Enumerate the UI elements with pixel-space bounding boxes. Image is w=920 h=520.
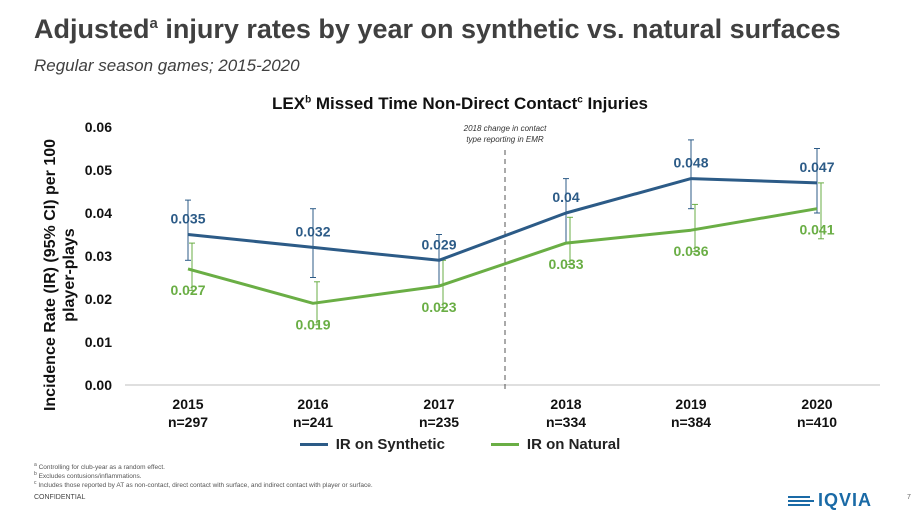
data-label: 0.023 [421,299,456,315]
page-title: Adjusteda injury rates by year on synthe… [34,14,841,44]
chart-title-sup-b: b [305,94,312,106]
footnotes: a Controlling for club-year as a random … [34,461,373,490]
chart-title-sup-c: c [577,94,583,106]
legend-label-natural: IR on Natural [526,436,621,453]
annotation-line1: 2018 change in contact [463,124,548,133]
footnote-b: b Excludes contusions/inflammations. [34,470,142,480]
iqvia-logo: IQVIA [788,490,872,511]
data-label: 0.035 [170,211,205,227]
logo-stripes-icon [788,495,814,506]
footnote-a: a Controlling for club-year as a random … [34,461,165,471]
y-axis-ticks: 0.00 0.01 0.02 0.03 0.04 0.05 0.06 [85,119,112,393]
series-line-natural [187,207,818,305]
data-label: 0.036 [673,243,708,259]
y-tick-label: 0.01 [85,334,112,350]
x-tick-label: 2020 [801,396,832,412]
y-axis-label: Incidence Rate (IR) (95% CI) per 100 pla… [42,139,78,411]
legend-item-synthetic: IR on Synthetic [299,436,445,453]
x-tick-label: 2015 [172,396,203,412]
page-subtitle: Regular season games; 2015-2020 [34,56,300,75]
x-tick-label: 2017 [423,396,454,412]
chart-title: LEXb Missed Time Non-Direct Contactc Inj… [272,94,648,113]
x-tick-n-label: n=334 [546,414,586,430]
y-axis-label-line1: Incidence Rate (IR) (95% CI) per 100 [42,139,59,411]
y-tick-label: 0.03 [85,248,112,264]
confidential-label: CONFIDENTIAL [34,494,86,501]
legend-swatch-synthetic [299,443,328,446]
annotation-line2: type reporting in EMR [466,135,544,144]
logo-text: IQVIA [818,490,873,510]
page-number: 7 [907,494,911,501]
data-label: 0.032 [295,223,330,239]
data-label: 0.019 [295,316,330,332]
data-label: 0.048 [673,155,708,171]
series-layer: 0.035 0.032 0.029 0.04 0.048 0.047 0.027 0.019 0… [170,139,835,332]
chart-legend: IR on Synthetic IR on Natural [0,436,920,453]
x-tick-n-label: n=235 [419,414,459,430]
x-axis-ticks: 2015 n=297 2016 n=241 2017 n=235 2018 n=334 2019… [168,396,837,430]
data-label: 0.047 [799,159,834,175]
data-label: 0.029 [421,236,456,252]
x-tick-label: 2019 [675,396,706,412]
legend-label-synthetic: IR on Synthetic [335,436,445,453]
line-chart: Incidence Rate (IR) (95% CI) per 100 pla… [42,119,880,430]
legend-item-natural: IR on Natural [490,436,621,453]
y-tick-label: 0.06 [85,119,112,135]
y-tick-label: 0.05 [85,162,112,178]
series-line-synthetic [187,177,818,262]
data-label: 0.027 [170,282,205,298]
data-label: 0.041 [799,222,834,238]
footnote-c: c Includes those reported by AT as non-c… [34,479,373,489]
x-tick-label: 2016 [297,396,328,412]
y-tick-label: 0.04 [85,205,112,221]
y-tick-label: 0.00 [85,377,112,393]
y-axis-label-line2: player-plays [61,228,78,321]
data-label: 0.04 [552,189,579,205]
x-tick-n-label: n=241 [293,414,333,430]
title-footnote-mark: a [149,15,158,32]
x-tick-label: 2018 [550,396,581,412]
legend-swatch-natural [490,443,519,446]
x-tick-n-label: n=297 [168,414,208,430]
x-tick-n-label: n=410 [797,414,837,430]
data-label: 0.033 [548,256,583,272]
x-tick-n-label: n=384 [671,414,711,430]
y-tick-label: 0.02 [85,291,112,307]
